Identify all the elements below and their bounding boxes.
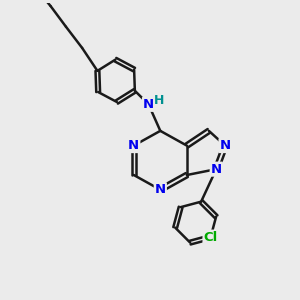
Text: N: N [128, 139, 140, 152]
Text: N: N [211, 163, 222, 176]
Text: N: N [220, 139, 231, 152]
Text: H: H [154, 94, 164, 107]
Text: N: N [155, 183, 166, 196]
Text: Cl: Cl [203, 231, 218, 244]
Text: N: N [143, 98, 154, 111]
